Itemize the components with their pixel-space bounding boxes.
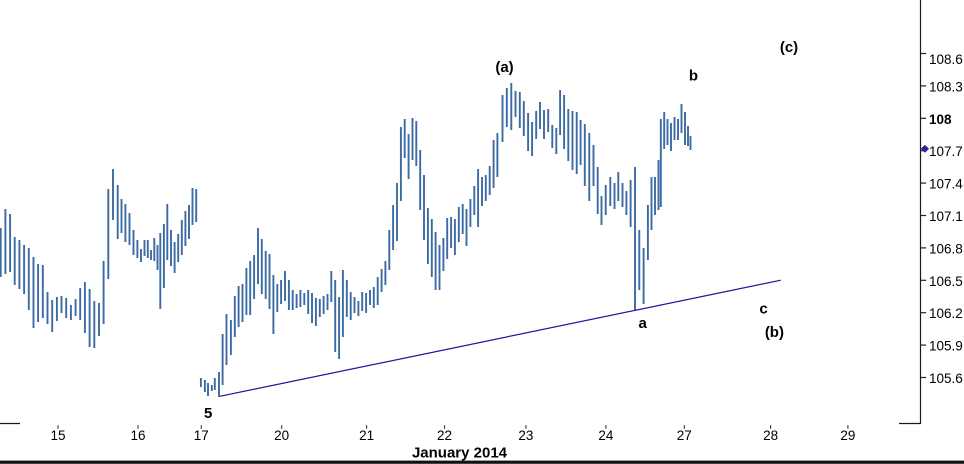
svg-text:29: 29	[840, 428, 855, 443]
svg-text:c: c	[759, 300, 767, 317]
svg-text:108.6: 108.6	[929, 52, 963, 67]
svg-text:27: 27	[677, 428, 692, 443]
svg-text:January 2014: January 2014	[412, 444, 508, 461]
svg-text:(a): (a)	[495, 59, 513, 76]
svg-text:105.6: 105.6	[929, 371, 963, 386]
svg-text:107.1: 107.1	[929, 209, 963, 224]
svg-text:108.3: 108.3	[929, 79, 963, 94]
svg-text:17: 17	[194, 428, 209, 443]
svg-text:107.7: 107.7	[929, 144, 963, 159]
svg-text:106.2: 106.2	[929, 306, 963, 321]
svg-text:21: 21	[359, 428, 374, 443]
svg-text:28: 28	[763, 428, 778, 443]
svg-text:a: a	[639, 315, 648, 332]
svg-text:24: 24	[598, 428, 614, 443]
svg-text:106.5: 106.5	[929, 274, 963, 289]
svg-text:105.9: 105.9	[929, 339, 963, 354]
svg-text:107.4: 107.4	[929, 177, 963, 192]
svg-text:(c): (c)	[780, 39, 798, 56]
svg-text:20: 20	[274, 428, 289, 443]
svg-text:b: b	[689, 67, 698, 84]
svg-text:(b): (b)	[765, 324, 784, 341]
svg-text:23: 23	[518, 428, 533, 443]
svg-text:16: 16	[130, 428, 145, 443]
svg-text:5: 5	[204, 405, 212, 422]
svg-text:15: 15	[50, 428, 65, 443]
svg-text:22: 22	[437, 428, 452, 443]
svg-text:108: 108	[929, 112, 952, 127]
svg-text:106.8: 106.8	[929, 241, 963, 256]
